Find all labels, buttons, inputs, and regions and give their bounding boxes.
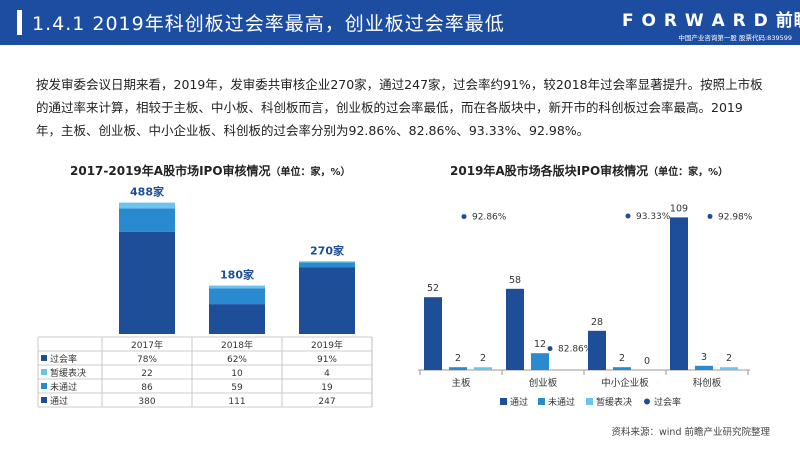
stacked-bar-fail (299, 262, 355, 268)
stacked-bar-pass (119, 231, 175, 334)
grouped-bar-fail (449, 367, 467, 370)
bar-value-label: 2 (455, 353, 461, 364)
stacked-bar-pass (209, 304, 265, 334)
logo-text: F O R W A R D 前瞻 (622, 11, 800, 31)
x-tick-label: 创业板 (529, 377, 558, 389)
stacked-bar-deferred (209, 285, 265, 289)
bar-value-label: 109 (670, 203, 688, 214)
table-cell: 59 (231, 383, 243, 393)
table-row-label: 暂缓表决 (50, 367, 86, 379)
table-legend-swatch (41, 355, 47, 361)
title-accent-bar (17, 10, 22, 35)
grouped-bar-pass (588, 330, 606, 370)
grouped-bar-pass (506, 288, 524, 370)
bar-total-label: 488家 (130, 185, 165, 199)
stacked-bar-deferred (299, 261, 355, 263)
bar-value-label: 28 (591, 317, 603, 328)
table-cell: 78% (137, 355, 157, 365)
table-cell: 19 (321, 383, 333, 393)
table-cell: 380 (138, 397, 155, 407)
grouped-bar-fail (613, 367, 631, 370)
table-header-cell: 2018年 (221, 339, 253, 351)
right-grouped-bar-chart: 52 2 2 主板 92.86% 58 12 创业板 82.86% 28 2 0 中小企业板 93.33%… (418, 203, 753, 408)
rate-label: 93.33% (636, 212, 671, 222)
table-cell: 247 (318, 397, 335, 407)
table-cell: 91% (317, 355, 337, 365)
x-tick-label: 中小企业板 (601, 377, 649, 389)
right-chart-title: 2019年A股市场各版块IPO审核情况（单位：家，%） (450, 162, 728, 179)
bar-value-label: 2 (480, 353, 486, 364)
x-tick-label: 主板 (451, 377, 471, 389)
rate-marker (625, 213, 631, 219)
table-row-label: 过会率 (50, 353, 77, 365)
table-legend-swatch (41, 369, 47, 375)
table-cell: 111 (228, 397, 245, 407)
grouped-bar-fail (531, 353, 549, 370)
table-cell: 10 (231, 369, 243, 379)
grouped-bar-pass (670, 217, 688, 370)
source-note: 资料来源：wind 前瞻产业研究院整理 (611, 427, 770, 438)
table-cell: 62% (227, 355, 247, 365)
rate-label: 92.86% (472, 213, 507, 223)
table-cell: 22 (141, 369, 152, 379)
table-header-cell: 2017年 (131, 339, 163, 351)
stacked-bar-deferred (119, 202, 175, 209)
grouped-bar-fail (695, 365, 713, 370)
right-chart-unit: （单位：家，%） (648, 167, 729, 178)
table-row-label: 通过 (50, 395, 68, 407)
x-tick-label: 科创板 (693, 377, 722, 389)
stacked-bar-pass (299, 267, 355, 334)
bar-total-label: 180家 (220, 268, 255, 282)
bar-value-label: 2 (619, 353, 625, 364)
left-chart-title: 2017-2019年A股市场IPO审核情况（单位：家，%） (70, 162, 351, 179)
bar-value-label: 3 (701, 352, 707, 363)
legend-label: 暂缓表决 (596, 396, 632, 408)
table-cell: 4 (324, 369, 330, 379)
grouped-bar-pass (424, 297, 442, 370)
legend-label: 通过 (510, 396, 528, 408)
rate-marker (461, 214, 467, 220)
page-title: 1.4.1 2019年科创板过会率最高，创业板过会率最低 (32, 13, 505, 35)
legend-label: 未通过 (548, 396, 575, 408)
grouped-bar-deferred (474, 367, 492, 370)
forward-logo: F O R W A R D 前瞻 中国产业咨询第一股 股票代码:839599 (622, 6, 800, 42)
table-legend-swatch (41, 397, 47, 403)
left-chart-unit: （单位：家，%） (270, 167, 351, 178)
bar-value-label: 12 (534, 339, 546, 350)
logo-subtext: 中国产业咨询第一股 股票代码:839599 (678, 34, 792, 42)
legend-swatch (500, 398, 507, 405)
bar-value-label: 2 (726, 353, 732, 364)
legend-label: 过会率 (654, 396, 681, 408)
bar-value-label: 0 (644, 356, 650, 367)
bar-total-label: 270家 (310, 243, 345, 257)
left-chart-title-text: 2017-2019年A股市场IPO审核情况 (70, 164, 271, 178)
legend-swatch (538, 398, 545, 405)
header-banner: 1.4.1 2019年科创板过会率最高，创业板过会率最低 F O R W A R… (0, 0, 800, 45)
rate-label: 92.98% (718, 212, 753, 222)
table-cell: 86 (141, 383, 153, 393)
legend-swatch (586, 398, 593, 405)
bar-value-label: 58 (509, 275, 521, 286)
stacked-bar-fail (119, 208, 175, 232)
bar-value-label: 52 (427, 283, 439, 294)
summary-paragraph: 按发审委会议日期来看，2019年，发审委共审核企业270家，通过247家，过会率… (36, 77, 763, 138)
table-row-label: 未通过 (50, 381, 77, 393)
table-header-cell: 2019年 (311, 339, 343, 351)
rate-marker (707, 213, 713, 219)
grouped-bar-deferred (720, 367, 738, 370)
rate-marker (547, 346, 553, 352)
stacked-bar-fail (209, 288, 265, 305)
legend-swatch (644, 398, 650, 405)
right-chart-title-text: 2019年A股市场各版块IPO审核情况 (450, 164, 649, 178)
table-legend-swatch (41, 383, 47, 389)
rate-label: 82.86% (558, 345, 593, 355)
